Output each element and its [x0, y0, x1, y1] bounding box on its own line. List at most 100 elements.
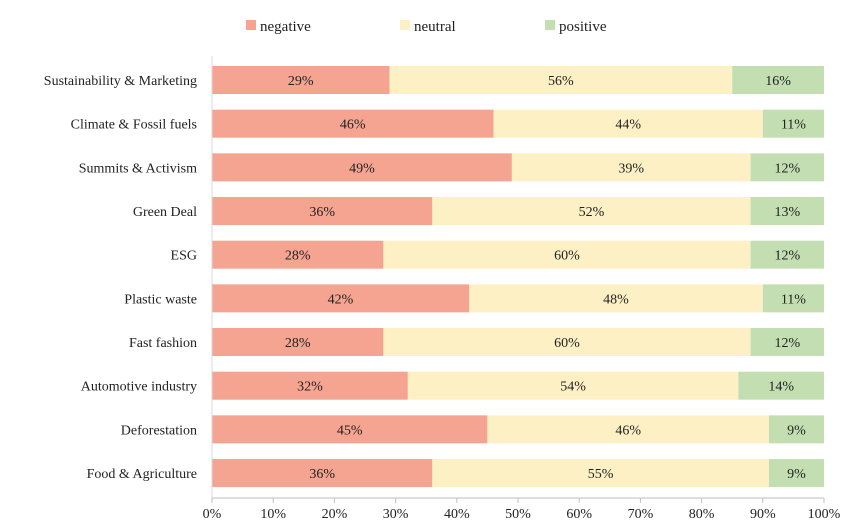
category-label: Fast fashion	[129, 336, 197, 351]
bar-segment-negative	[212, 240, 384, 269]
data-label-positive: 9%	[787, 423, 806, 438]
bar-segment-neutral	[493, 109, 763, 138]
data-label-neutral: 56%	[548, 74, 574, 89]
legend-swatch-positive	[545, 20, 555, 30]
data-label-negative: 46%	[340, 118, 366, 133]
x-axis: 0% 10% 20% 30% 40% 50% 60% 70% 80% 90% 100%	[203, 56, 841, 522]
bar-segment-positive	[750, 328, 824, 357]
bar-row-food-and-agriculture: 36% 55% 9%	[212, 459, 824, 488]
bar-row-sustainability-and-marketing: 29% 56% 16%	[212, 66, 824, 94]
x-tick-label: 20%	[322, 507, 348, 522]
bar-row-deforestation: 45% 46% 9%	[212, 415, 824, 444]
legend: negative neutral positive	[246, 19, 607, 35]
legend-label-neutral: neutral	[414, 19, 456, 35]
bar-row-climate-and-fossil-fuels: 46% 44% 11%	[212, 109, 824, 138]
category-label: Summits & Activism	[79, 161, 197, 176]
data-label-neutral: 60%	[554, 249, 580, 264]
data-label-positive: 16%	[765, 74, 791, 89]
bar-segment-neutral	[389, 66, 733, 94]
bar-segment-neutral	[383, 328, 751, 357]
data-label-neutral: 52%	[579, 205, 605, 220]
bar-row-fast-fashion: 28% 60% 12%	[212, 328, 824, 357]
x-tick-label: 80%	[689, 507, 715, 522]
legend-label-negative: negative	[260, 19, 311, 35]
bar-segment-neutral	[383, 240, 751, 269]
bar-segment-neutral	[432, 197, 751, 226]
bar-segment-positive	[768, 459, 824, 488]
x-tick-label: 70%	[628, 507, 654, 522]
bar-row-automotive-industry: 32% 54% 14%	[212, 371, 824, 400]
data-label-negative: 28%	[285, 249, 311, 264]
bar-segment-positive	[750, 197, 824, 226]
bar-segment-negative	[212, 328, 384, 357]
data-label-positive: 11%	[781, 292, 806, 307]
data-label-negative: 36%	[309, 467, 335, 482]
data-label-positive: 14%	[768, 380, 794, 395]
bar-segment-positive	[750, 153, 824, 182]
legend-swatch-negative	[246, 20, 256, 30]
x-tick-label: 30%	[383, 507, 409, 522]
data-label-neutral: 54%	[560, 380, 586, 395]
x-tick-label: 100%	[808, 507, 841, 522]
bar-segment-negative	[212, 371, 408, 400]
data-label-negative: 36%	[309, 205, 335, 220]
bar-row-summits-and-activism: 49% 39% 12%	[212, 153, 824, 182]
bar-segment-negative	[212, 284, 470, 313]
bar-segment-negative	[212, 109, 494, 138]
data-label-positive: 12%	[774, 249, 800, 264]
data-label-positive: 11%	[781, 118, 806, 133]
data-label-neutral: 60%	[554, 336, 580, 351]
data-label-negative: 28%	[285, 336, 311, 351]
category-label: Green Deal	[133, 205, 197, 220]
data-label-neutral: 39%	[618, 161, 644, 176]
x-tick-label: 60%	[566, 507, 592, 522]
legend-label-positive: positive	[559, 19, 607, 35]
bar-row-green-deal: 36% 52% 13%	[212, 197, 824, 226]
data-label-negative: 29%	[288, 74, 314, 89]
bar-segment-positive	[762, 284, 824, 313]
data-label-neutral: 44%	[615, 118, 641, 133]
data-label-negative: 42%	[328, 292, 354, 307]
bar-row-plastic-waste: 42% 48% 11%	[212, 284, 824, 313]
bar-segment-neutral	[432, 459, 769, 488]
bar-segment-neutral	[469, 284, 763, 313]
bar-segment-neutral	[511, 153, 751, 182]
data-label-negative: 32%	[297, 380, 323, 395]
x-tick-label: 10%	[260, 507, 286, 522]
data-label-neutral: 48%	[603, 292, 629, 307]
bar-segment-neutral	[487, 415, 769, 444]
bar-segment-positive	[732, 66, 824, 94]
bars: 29% 56% 16% 46% 44% 11% 49% 39% 12% 36% 52% 13% 28% 6…	[212, 66, 824, 488]
data-label-neutral: 46%	[615, 423, 641, 438]
data-label-positive: 12%	[774, 336, 800, 351]
category-label: Deforestation	[121, 423, 197, 438]
bar-segment-positive	[750, 240, 824, 269]
bar-segment-positive	[768, 415, 824, 444]
data-label-positive: 9%	[787, 467, 806, 482]
bar-segment-negative	[212, 459, 433, 488]
data-label-neutral: 55%	[588, 467, 614, 482]
bar-segment-negative	[212, 197, 433, 226]
data-label-positive: 12%	[774, 161, 800, 176]
data-label-negative: 45%	[337, 423, 363, 438]
category-label: ESG	[171, 249, 197, 264]
category-label: Automotive industry	[81, 380, 197, 395]
bar-row-esg: 28% 60% 12%	[212, 240, 824, 269]
bar-segment-positive	[738, 371, 824, 400]
legend-swatch-neutral	[400, 20, 410, 30]
x-tick-label: 0%	[203, 507, 222, 522]
x-tick-label: 40%	[444, 507, 470, 522]
bar-segment-neutral	[407, 371, 739, 400]
data-label-positive: 13%	[774, 205, 800, 220]
x-tick-label: 50%	[505, 507, 531, 522]
category-label: Food & Agriculture	[87, 467, 197, 482]
data-label-negative: 49%	[349, 161, 375, 176]
category-label: Plastic waste	[124, 292, 197, 307]
category-label: Climate & Fossil fuels	[71, 118, 197, 133]
bar-segment-positive	[762, 109, 824, 138]
category-label: Sustainability & Marketing	[44, 74, 197, 89]
category-labels: Sustainability & Marketing Climate & Foss…	[44, 74, 197, 482]
bar-segment-negative	[212, 153, 512, 182]
bar-segment-negative	[212, 415, 488, 444]
